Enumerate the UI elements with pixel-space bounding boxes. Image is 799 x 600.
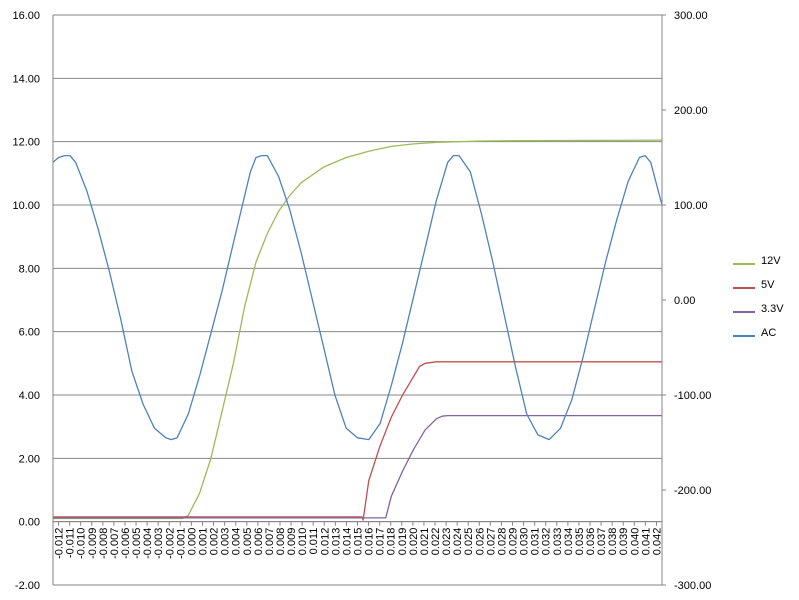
x-axis-tick-label: 0.001	[197, 528, 209, 556]
x-axis-tick-label: 0.019	[397, 528, 409, 556]
x-axis-tick-label: 0.024	[452, 528, 464, 556]
x-axis-tick-label: 0.028	[496, 528, 508, 556]
x-axis-tick-label: 0.013	[330, 528, 342, 556]
x-axis-tick-label: 0.042	[651, 528, 663, 556]
x-axis-tick-label: -0.011	[65, 528, 77, 558]
x-axis-tick-label: 0.007	[264, 528, 276, 556]
left-axis-tick-label: 6.00	[19, 327, 40, 339]
x-axis-tick-label: 0.040	[629, 528, 641, 556]
legend-label: AC	[761, 327, 777, 339]
legend-label: 5V	[761, 279, 775, 291]
left-axis-tick-label: 10.00	[12, 200, 40, 212]
right-axis-tick-label: 100.00	[674, 200, 708, 212]
legend-swatch	[733, 263, 755, 265]
x-axis-tick-label: 0.039	[618, 528, 630, 556]
legend-item: 3.3V	[733, 303, 793, 327]
series-layer	[52, 139, 663, 521]
x-axis-tick-label: -0.005	[131, 528, 143, 559]
legend-label: 12V	[761, 255, 781, 267]
x-axis-tick-label: 0.033	[552, 528, 564, 556]
x-axis-tick-label: 0.034	[563, 528, 575, 556]
legend-swatch	[733, 287, 755, 289]
legend-label: 3.3V	[761, 303, 784, 315]
x-axis-tick-label: 0.015	[353, 528, 365, 556]
x-axis-tick-label: 0.018	[386, 528, 398, 556]
x-axis-tick-label: 0.006	[253, 528, 265, 556]
left-axis-tick-label: 14.00	[12, 73, 40, 85]
right-axis-tick-label: -300.00	[674, 580, 711, 592]
left-axis-tick-label: 16.00	[12, 10, 40, 22]
x-axis-tick-label: 0.027	[485, 528, 497, 556]
x-axis-tick-label: 0.012	[319, 528, 331, 556]
x-axis-tick-label: -0.009	[87, 528, 99, 559]
x-axis-tick-label: 0.030	[519, 528, 531, 556]
x-axis-tick-label: 0.029	[508, 528, 520, 556]
legend-swatch	[733, 311, 755, 313]
x-axis-tick-label: -0.006	[120, 528, 132, 559]
series-line-5v	[53, 361, 662, 521]
x-axis-tick-label: 0.021	[419, 528, 431, 556]
x-axis-tick-label: -0.008	[98, 528, 110, 559]
x-axis-tick-label: -0.004	[142, 528, 154, 559]
gridlines	[53, 14, 662, 586]
x-axis-tick-label: -0.002	[164, 528, 176, 559]
x-axis-tick-label: -0.010	[76, 528, 88, 559]
x-axis-tick-label: 0.010	[297, 528, 309, 556]
right-axis-tick-label: 300.00	[674, 10, 708, 22]
right-y-axis: -300.00 -200.00 -100.00 0.00 100.00 200.00 300…	[661, 10, 711, 592]
x-axis-tick-label: 0.008	[275, 528, 287, 556]
x-axis-tick-label: 0.002	[209, 528, 221, 556]
series-line-ac	[52, 154, 663, 441]
series-line-3-3v	[53, 414, 662, 519]
x-axis-tick-label: 0.005	[242, 528, 254, 556]
x-axis-tick-label: -0.003	[153, 528, 165, 559]
x-axis-tick-label: 0.004	[231, 528, 243, 556]
legend-item: 5V	[733, 279, 793, 303]
left-axis-tick-label: -2.00	[15, 580, 40, 592]
x-axis-tick-label: 0.016	[364, 528, 376, 556]
x-axis-tick-label: 0.038	[607, 528, 619, 556]
x-axis-tick-label: 0.026	[474, 528, 486, 556]
x-axis-tick-label: 0.011	[308, 528, 320, 555]
x-axis-tick-label: 0.017	[375, 528, 387, 556]
left-axis-tick-label: 4.00	[19, 390, 40, 402]
x-axis-tick-label: 0.035	[574, 528, 586, 556]
x-axis-tick-label: 0.036	[585, 528, 597, 556]
left-axis-tick-label: 12.00	[12, 137, 40, 149]
x-axis-tick-label: 0.041	[640, 528, 652, 556]
x-axis: -0.012 -0.011 -0.010 -0.009 -0.008 -0.007 -0.0…	[53, 521, 663, 559]
x-axis-tick-label: 0.031	[530, 528, 542, 556]
x-axis-tick-label: 0.003	[220, 528, 232, 556]
x-axis-tick-label: 0.025	[463, 528, 475, 556]
x-axis-tick-label: 0.014	[341, 528, 353, 556]
x-axis-tick-label: 0.023	[441, 528, 453, 556]
x-axis-tick-label: -0.007	[109, 528, 121, 559]
right-axis-tick-label: 0.00	[674, 295, 695, 307]
x-axis-tick-label: 0.032	[541, 528, 553, 556]
x-axis-tick-label: -0.001	[175, 528, 187, 559]
left-y-axis: -2.00 0.00 2.00 4.00 6.00 8.00 10.00 12.00 14.00…	[12, 10, 54, 592]
right-axis-tick-label: -200.00	[674, 485, 711, 497]
legend: 12V 5V 3.3V AC	[733, 255, 793, 351]
x-axis-tick-label: 0.000	[186, 528, 198, 556]
legend-item: 12V	[733, 255, 793, 279]
x-axis-tick-label: 0.022	[430, 528, 442, 556]
legend-swatch	[733, 335, 755, 337]
legend-item: AC	[733, 327, 793, 351]
left-axis-tick-label: 2.00	[19, 453, 40, 465]
x-axis-tick-label: 0.009	[286, 528, 298, 556]
right-axis-tick-label: -100.00	[674, 390, 711, 402]
x-axis-tick-label: 0.037	[596, 528, 608, 556]
left-axis-tick-label: 0.00	[19, 517, 40, 529]
x-axis-tick-label: 0.020	[408, 528, 420, 556]
right-axis-tick-label: 200.00	[674, 105, 708, 117]
series-line-12v	[53, 139, 663, 520]
x-axis-tick-label: -0.012	[54, 528, 66, 559]
left-axis-tick-label: 8.00	[19, 263, 40, 275]
